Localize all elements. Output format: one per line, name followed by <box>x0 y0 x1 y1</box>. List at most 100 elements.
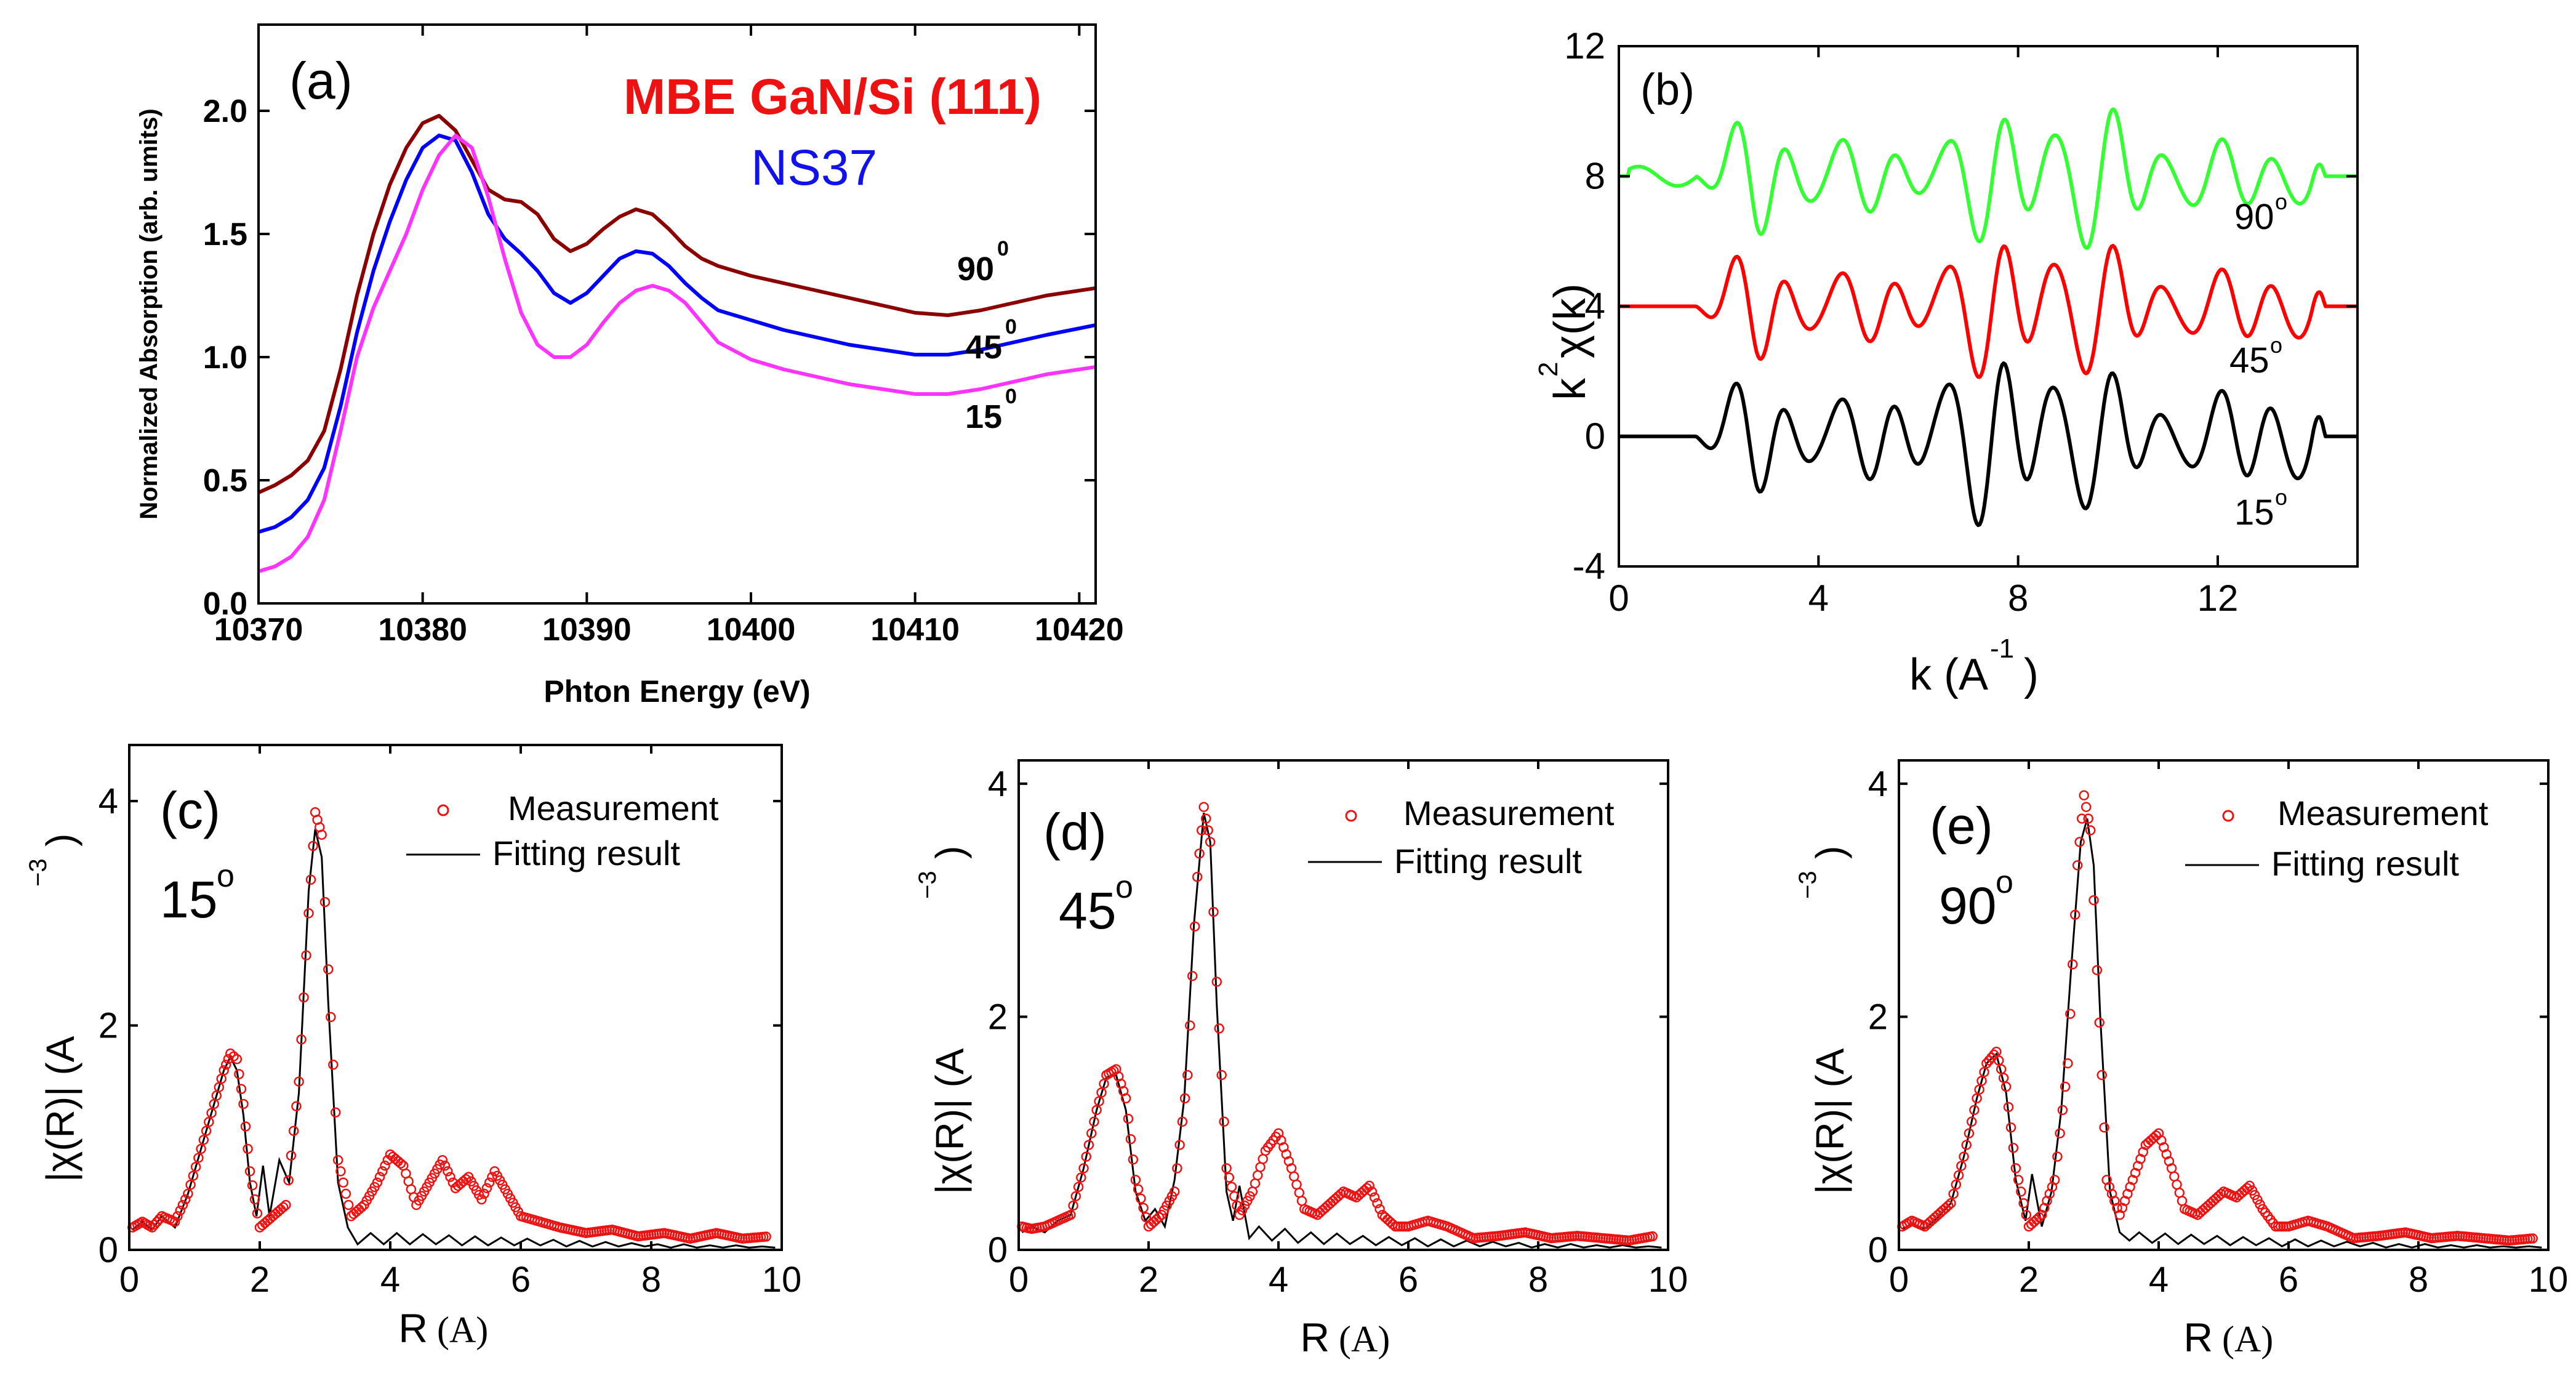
pe-measurement-point <box>2205 1198 2216 1209</box>
panel-b-ylabel-chi: χ(k) <box>1546 283 1595 358</box>
pe-measurement-point <box>2057 1105 2068 1116</box>
pc-xtick-label: 0 <box>119 1260 139 1300</box>
pc-measurement-point <box>183 1188 193 1199</box>
panel-d-legend-measurement: Measurement <box>1403 794 1615 832</box>
pc-measurement-point <box>291 1101 302 1112</box>
panel-d-frame <box>1017 759 1669 1251</box>
pe-measurement-point <box>2016 1186 2026 1197</box>
pe-measurement-point <box>2065 1009 2076 1019</box>
pc-measurement-point <box>288 1125 299 1137</box>
pc-measurement-point <box>372 1177 383 1188</box>
pd-measurement-point <box>1177 1116 1188 1127</box>
panel-a-xanes: 10370 10380 10390 10400 10410 10420 0.0 0.5 1.0… <box>135 23 1124 709</box>
pc-measurement-point <box>236 1084 247 1095</box>
panel-c-legend-fit: Fitting result <box>492 834 680 872</box>
pd-measurement-point <box>1078 1163 1089 1174</box>
pa-ytick-label: 2.0 <box>203 94 247 129</box>
panel-d-xlabel-r: R <box>1300 1315 1330 1360</box>
pa-ytick-label: 1.0 <box>203 340 247 376</box>
pe-measurement-point <box>1969 1105 1980 1116</box>
pe-measurement-point <box>2023 1221 2034 1232</box>
pd-measurement-point <box>1330 1193 1341 1204</box>
pc-xtick-label: 6 <box>511 1260 531 1300</box>
pe-measurement-point <box>2060 1081 2071 1092</box>
pc-measurement-point <box>193 1153 204 1163</box>
pc-measurement-point <box>252 1208 263 1219</box>
pc-measurement-point <box>177 1199 188 1210</box>
pd-measurement-point <box>1189 921 1200 932</box>
pc-measurement-point <box>323 964 334 975</box>
panel-c-ylabel-sup: −3 <box>25 858 52 887</box>
pe-measurement-point <box>2008 1143 2019 1153</box>
pd-measurement-point <box>1255 1162 1266 1172</box>
pe-xtick-label: 4 <box>2149 1260 2169 1300</box>
pc-measurement-point <box>395 1158 406 1169</box>
pd-measurement-point <box>1068 1200 1078 1211</box>
pd-measurement-point <box>1149 1217 1159 1227</box>
pe-measurement-point <box>2146 1135 2156 1146</box>
pe-measurement-point <box>2067 959 2078 970</box>
panel-a-series <box>257 114 1096 573</box>
panel-a-xlabel: Phton Energy (eV) <box>544 674 810 709</box>
pc-measurement-point <box>299 992 309 1003</box>
pa-ytick-label: 0.0 <box>203 586 247 622</box>
pc-measurement-point <box>481 1183 492 1194</box>
pc-measurement-point <box>330 1107 341 1118</box>
pd-measurement-point <box>1185 1020 1195 1031</box>
pe-measurement-point <box>2003 1101 2014 1113</box>
panel-d-xlabel-unit: (A) <box>1339 1319 1390 1359</box>
pc-measurement-point <box>326 1012 336 1023</box>
panel-e-xlabel-r: R <box>2183 1315 2213 1360</box>
pe-ytick-label: 0 <box>1868 1230 1888 1270</box>
panel-c-angle-base: 15 <box>160 871 217 928</box>
pe-measurement-point <box>2074 837 2085 847</box>
pd-measurement-point <box>1296 1196 1307 1206</box>
pc-measurement-point <box>281 1199 291 1210</box>
panel-b-ylabel-sup: 2 <box>1533 362 1563 377</box>
pc-measurement-point <box>460 1174 471 1185</box>
panel-e-angle-base: 90 <box>1939 877 1996 935</box>
pa-xtick-label: 10370 <box>214 612 303 648</box>
pd-measurement-point <box>1214 1023 1224 1034</box>
pc-measurement-point <box>308 840 318 852</box>
pd-measurement-point <box>1187 970 1198 981</box>
panel-c-ft-15: 0 2 4 6 8 10 0 2 4 (c) 15 o Measurement Fitting… <box>25 744 802 1351</box>
pc-ytick-label: 2 <box>98 1006 118 1046</box>
pc-measurement-point <box>338 1177 348 1188</box>
pd-measurement-point <box>1073 1182 1084 1193</box>
series-label-45-sup: 0 <box>1005 315 1017 339</box>
panel-d-ylabel-end: ) <box>928 846 972 859</box>
pd-measurement-point <box>1379 1212 1390 1223</box>
pd-measurement-point <box>1229 1191 1240 1202</box>
pd-measurement-point <box>1366 1186 1378 1197</box>
pc-measurement-point <box>247 1180 258 1191</box>
pa-xtick-label: 10420 <box>1035 612 1124 648</box>
pd-measurement-point <box>1317 1205 1328 1215</box>
pd-measurement-point <box>1224 1172 1235 1183</box>
pe-measurement-point <box>2242 1183 2252 1193</box>
pd-measurement-point <box>1258 1154 1268 1164</box>
pe-measurement-point <box>1981 1058 1992 1069</box>
pc-measurement-point <box>206 1108 217 1118</box>
pc-measurement-point <box>484 1177 495 1188</box>
panel-c-xlabel-unit: (A) <box>437 1310 488 1350</box>
pd-measurement-point <box>1076 1172 1086 1183</box>
panel-d-x-ticks: 0 2 4 6 8 10 <box>1009 760 1688 1300</box>
pc-measurement-point <box>340 1188 351 1199</box>
panel-e-ylabel-sup: −3 <box>1794 871 1821 899</box>
pe-measurement-point <box>1961 1140 1972 1150</box>
pc-xtick-label: 10 <box>762 1260 802 1300</box>
pc-measurement-point <box>356 1202 367 1213</box>
pc-measurement-point <box>443 1166 453 1177</box>
pd-xtick-label: 2 <box>1139 1260 1158 1300</box>
pe-measurement-point <box>2063 1058 2073 1069</box>
pe-measurement-point <box>1984 1055 1994 1066</box>
pa-ytick-label: 1.5 <box>203 217 247 252</box>
pc-measurement-point <box>332 1154 343 1166</box>
pd-measurement-point <box>1179 1093 1190 1104</box>
pe-ytick-label: 4 <box>1868 764 1888 804</box>
panel-b-line-15 <box>1618 361 2357 528</box>
pc-measurement-point <box>190 1161 201 1172</box>
series-label-15-sup: 0 <box>1005 385 1017 408</box>
pc-measurement-point <box>286 1150 297 1161</box>
